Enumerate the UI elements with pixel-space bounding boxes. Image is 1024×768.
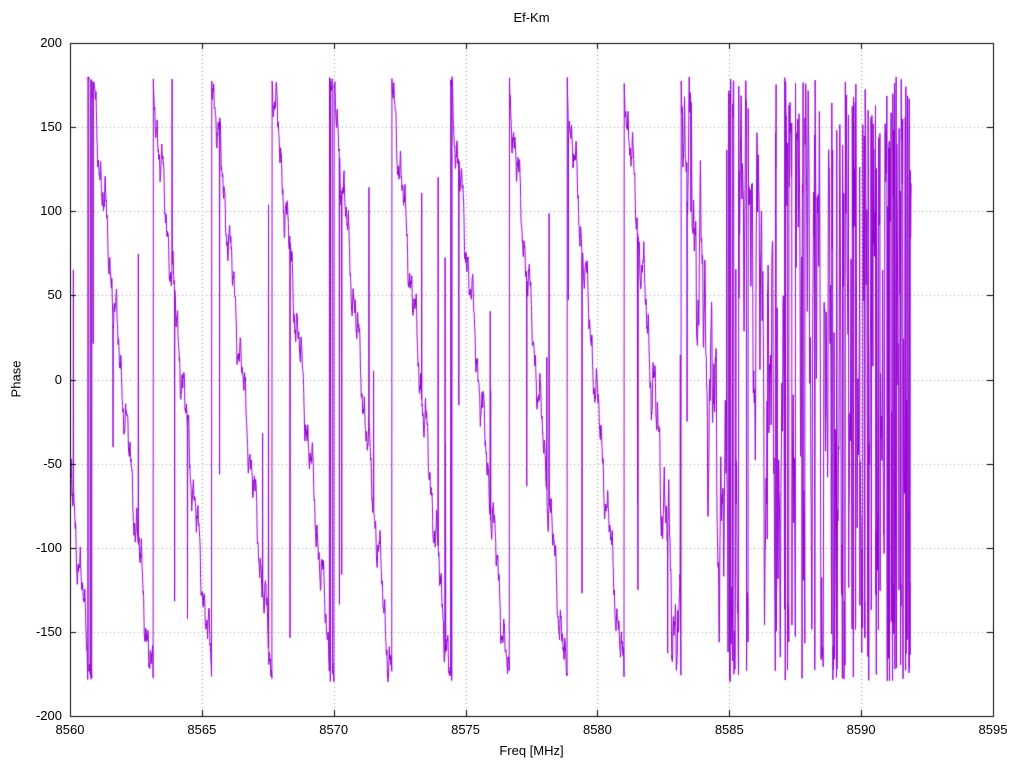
chart-title: Ef-Km bbox=[513, 10, 550, 25]
y-tick-label: 50 bbox=[47, 287, 62, 303]
x-tick-label: 8575 bbox=[451, 722, 481, 737]
y-tick-label: 100 bbox=[40, 203, 62, 219]
y-tick-label: -150 bbox=[35, 623, 62, 639]
y-tick-label: -50 bbox=[43, 455, 62, 471]
x-tick-label: 8595 bbox=[978, 722, 1008, 737]
y-tick-label: -200 bbox=[35, 708, 62, 723]
x-tick-label: 8560 bbox=[55, 722, 85, 737]
y-tick-label: 200 bbox=[40, 35, 62, 50]
y-tick-label: 150 bbox=[40, 119, 62, 135]
y-tick-label: 0 bbox=[54, 371, 62, 387]
x-tick-label: 8565 bbox=[187, 722, 217, 737]
y-tick-label: -100 bbox=[35, 539, 62, 555]
x-tick-label: 8580 bbox=[582, 722, 612, 737]
x-tick-label: 8585 bbox=[714, 722, 744, 737]
x-tick-label: 8570 bbox=[319, 722, 349, 737]
x-axis-label: Freq [MHz] bbox=[499, 743, 564, 758]
x-tick-label: 8590 bbox=[846, 722, 876, 737]
